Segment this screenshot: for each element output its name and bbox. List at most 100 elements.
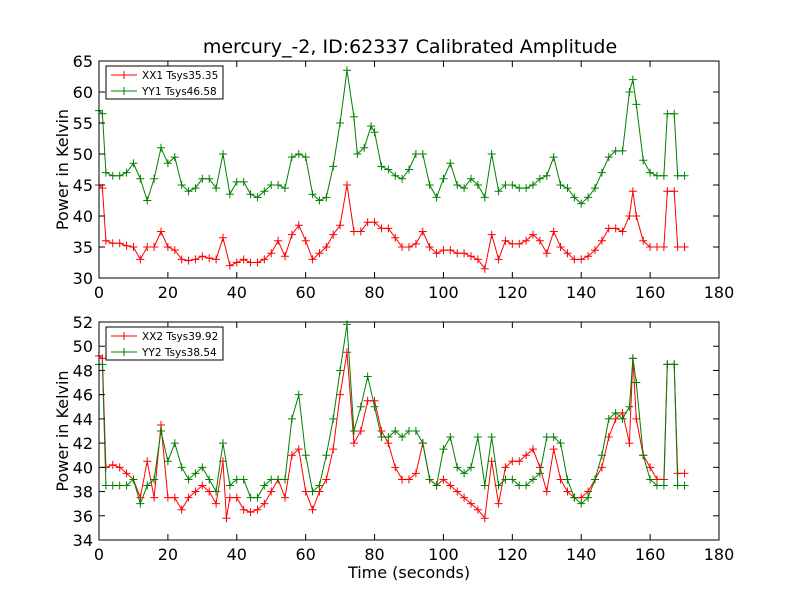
- data-point: [639, 156, 648, 165]
- series-line: [98, 70, 685, 205]
- data-point: [212, 184, 221, 193]
- data-point: [129, 243, 138, 251]
- y-tick-label: 40: [73, 458, 93, 477]
- y-tick-label: 52: [73, 313, 93, 332]
- data-point: [301, 487, 310, 496]
- data-point: [597, 451, 606, 460]
- y-tick-label: 36: [73, 507, 93, 526]
- data-point: [467, 463, 475, 472]
- data-point: [673, 481, 682, 490]
- data-point: [480, 264, 489, 273]
- series-2-1: [95, 348, 689, 523]
- data-point: [405, 243, 413, 251]
- data-point: [570, 193, 579, 202]
- x-tick-label: 140: [566, 545, 597, 564]
- data-point: [405, 427, 413, 435]
- data-point: [597, 168, 606, 177]
- x-tick-label: 0: [94, 283, 104, 302]
- data-point: [315, 249, 324, 258]
- data-point: [308, 190, 317, 199]
- data-point: [191, 469, 200, 478]
- data-point: [287, 230, 296, 239]
- data-point: [411, 469, 420, 478]
- data-point: [446, 159, 455, 168]
- data-point: [522, 184, 531, 193]
- legend-entry: YY1 Tsys46.58: [141, 86, 217, 98]
- data-point: [143, 196, 152, 205]
- data-point: [349, 439, 358, 448]
- y-axis-label: Power in Kelvin: [53, 370, 72, 491]
- data-point: [329, 162, 338, 171]
- data-point: [549, 227, 558, 236]
- data-point: [446, 481, 455, 490]
- y-tick-label: 42: [73, 434, 93, 453]
- y-tick-label: 44: [73, 410, 93, 429]
- data-point: [108, 239, 117, 248]
- data-point: [453, 487, 462, 496]
- data-point: [232, 177, 241, 186]
- data-point: [446, 433, 455, 442]
- y-tick-label: 45: [73, 176, 93, 195]
- data-point: [219, 150, 227, 158]
- data-point: [439, 174, 448, 183]
- data-point: [556, 475, 565, 484]
- data-point: [529, 181, 537, 189]
- data-point: [460, 493, 469, 502]
- legend-box: [105, 65, 224, 100]
- data-point: [315, 196, 324, 205]
- data-point: [349, 112, 358, 121]
- data-point: [439, 246, 448, 255]
- data-point: [473, 181, 482, 189]
- data-point: [563, 184, 572, 193]
- data-point: [391, 171, 400, 180]
- y-tick-label: 38: [73, 483, 93, 502]
- data-point: [122, 481, 131, 490]
- data-point: [301, 236, 310, 245]
- series-line: [98, 352, 685, 520]
- legend-marker: [120, 332, 128, 340]
- data-point: [646, 463, 655, 472]
- data-point: [529, 475, 537, 484]
- x-tick-label: 80: [364, 283, 384, 302]
- data-point: [670, 360, 679, 369]
- data-point: [453, 249, 462, 258]
- data-point: [515, 184, 524, 193]
- data-point: [367, 122, 376, 131]
- data-point: [398, 243, 407, 251]
- data-point: [391, 233, 400, 242]
- data-point: [446, 246, 455, 255]
- data-point: [425, 181, 434, 189]
- data-point: [542, 487, 551, 496]
- y-tick-label: 35: [73, 238, 93, 257]
- data-point: [177, 463, 186, 472]
- data-point: [232, 493, 241, 502]
- data-point: [508, 475, 517, 484]
- data-point: [287, 451, 296, 460]
- data-point: [405, 165, 413, 174]
- data-point: [108, 460, 117, 469]
- series-2-2: [95, 320, 689, 508]
- x-tick-label: 100: [428, 545, 459, 564]
- data-point: [301, 153, 310, 162]
- x-tick-label: 160: [635, 545, 666, 564]
- data-point: [281, 184, 289, 193]
- x-axis-label: Time (seconds): [347, 563, 470, 582]
- data-point: [163, 159, 172, 168]
- data-point: [625, 402, 634, 411]
- x-tick-label: 180: [704, 283, 735, 302]
- data-point: [212, 499, 221, 508]
- data-point: [205, 487, 214, 496]
- data-point: [508, 457, 517, 466]
- data-point: [177, 505, 186, 514]
- data-point: [473, 255, 482, 264]
- data-point: [439, 445, 448, 454]
- data-point: [680, 469, 689, 478]
- data-point: [184, 493, 193, 502]
- data-point: [322, 475, 331, 484]
- data-point: [294, 390, 303, 399]
- data-point: [604, 433, 613, 442]
- data-point: [653, 243, 661, 251]
- data-point: [343, 66, 351, 75]
- data-point: [267, 181, 276, 189]
- data-point: [129, 159, 138, 168]
